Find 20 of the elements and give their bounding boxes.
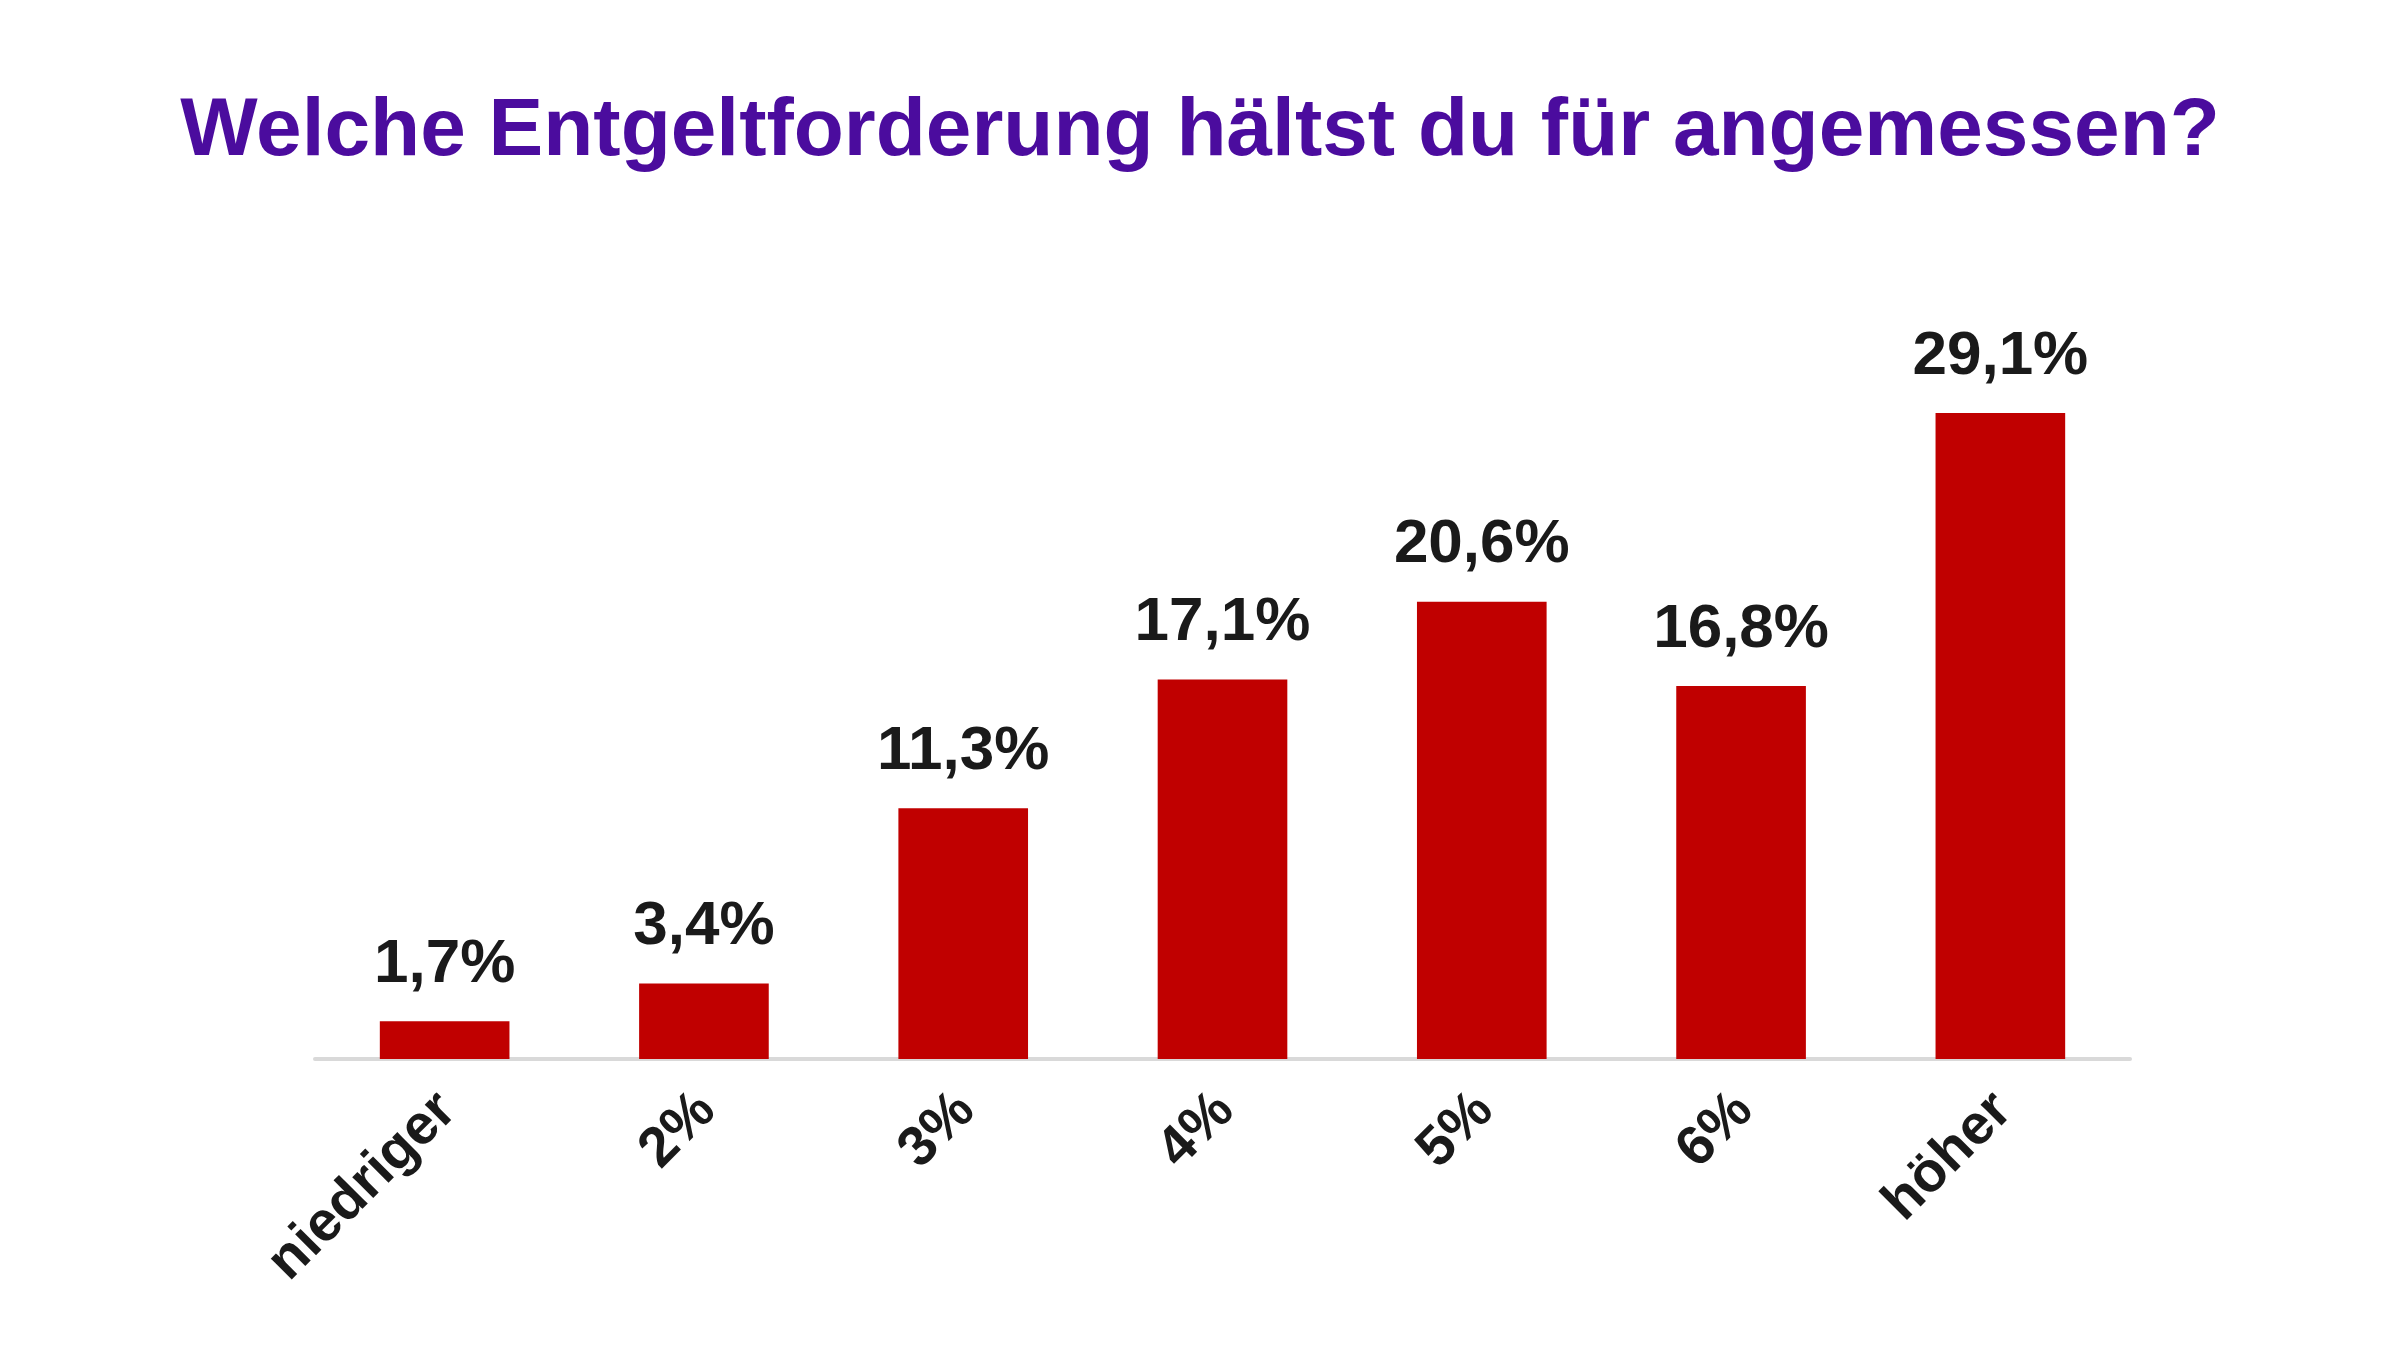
data-label: 20,6% bbox=[1393, 506, 1570, 576]
bar bbox=[1935, 413, 2066, 1059]
bar bbox=[1416, 601, 1547, 1059]
data-label: 1,7% bbox=[373, 925, 516, 995]
x-tick-label: 6% bbox=[1661, 1076, 1764, 1179]
x-tick-label: 5% bbox=[1402, 1076, 1505, 1179]
bar bbox=[1676, 686, 1806, 1059]
bar bbox=[1157, 679, 1288, 1059]
data-label: 17,1% bbox=[1134, 583, 1311, 653]
bar bbox=[639, 983, 769, 1059]
data-label: 3,4% bbox=[633, 888, 775, 958]
x-tick-label: 4% bbox=[1143, 1076, 1245, 1179]
data-label: 29,1% bbox=[1912, 317, 2089, 387]
x-tick-label: 3% bbox=[883, 1076, 986, 1179]
bar bbox=[898, 808, 1029, 1059]
data-label: 16,8% bbox=[1653, 590, 1829, 660]
x-tick-label: 2% bbox=[624, 1076, 727, 1179]
bar bbox=[379, 1021, 510, 1059]
data-label: 11,3% bbox=[877, 712, 1050, 782]
chart-title: Welche Entgeltforderung hältst du für angemessen? bbox=[180, 80, 2220, 172]
